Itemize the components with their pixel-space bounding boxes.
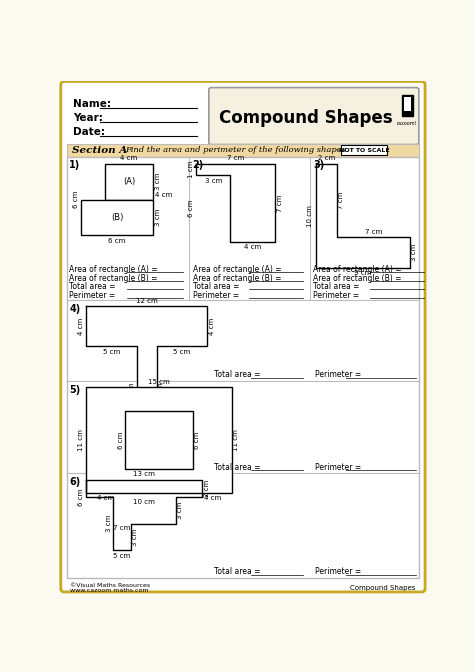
- Polygon shape: [316, 164, 410, 267]
- Text: 6 cm: 6 cm: [188, 200, 194, 217]
- Text: 3 cm: 3 cm: [411, 243, 418, 261]
- Text: 6 cm: 6 cm: [118, 431, 124, 449]
- Text: 5): 5): [69, 385, 81, 394]
- Text: 13 cm: 13 cm: [133, 471, 155, 477]
- Text: 2 cm: 2 cm: [204, 480, 210, 497]
- Text: 10 cm: 10 cm: [308, 205, 313, 226]
- Text: 5 cm: 5 cm: [173, 349, 191, 355]
- Text: 3 cm: 3 cm: [155, 209, 161, 226]
- Text: Perimeter =: Perimeter =: [69, 291, 116, 300]
- Text: Area of rectangle (B) =: Area of rectangle (B) =: [313, 274, 402, 283]
- Bar: [404, 97, 411, 112]
- Text: Total area =: Total area =: [214, 567, 261, 577]
- Text: Perimeter =: Perimeter =: [315, 567, 361, 577]
- Text: Area of rectangle (B) =: Area of rectangle (B) =: [69, 274, 158, 283]
- Text: 3 cm: 3 cm: [155, 173, 161, 190]
- Text: 11 cm: 11 cm: [233, 429, 239, 451]
- Text: 2): 2): [192, 160, 204, 170]
- Text: Name:: Name:: [73, 99, 111, 109]
- Text: 6 cm: 6 cm: [78, 489, 84, 506]
- Text: 5 cm: 5 cm: [103, 349, 120, 355]
- FancyBboxPatch shape: [61, 81, 425, 592]
- Polygon shape: [86, 306, 207, 436]
- Text: Total area =: Total area =: [313, 282, 360, 292]
- Text: 11 cm: 11 cm: [78, 429, 84, 451]
- Text: Area of rectangle (A) =: Area of rectangle (A) =: [69, 265, 158, 274]
- Text: 7 cm: 7 cm: [150, 413, 168, 419]
- Bar: [341, 145, 387, 155]
- Text: 1 cm: 1 cm: [188, 161, 194, 178]
- Bar: [67, 144, 419, 157]
- Text: 6 cm: 6 cm: [194, 431, 201, 449]
- Text: Area of rectangle (A) =: Area of rectangle (A) =: [192, 265, 281, 274]
- Text: www.cazoom maths.com: www.cazoom maths.com: [70, 588, 149, 593]
- Bar: [86, 387, 232, 493]
- Bar: [81, 200, 153, 235]
- Text: 1): 1): [69, 160, 81, 170]
- Text: 6 cm: 6 cm: [73, 191, 79, 208]
- Text: 4 cm: 4 cm: [97, 495, 114, 501]
- Text: 4 cm: 4 cm: [78, 318, 84, 335]
- Text: Total area =: Total area =: [214, 462, 261, 472]
- Text: 4 cm: 4 cm: [204, 495, 221, 501]
- Text: (B): (B): [111, 213, 123, 222]
- Text: 7 cm: 7 cm: [365, 229, 382, 235]
- Polygon shape: [196, 164, 275, 242]
- Text: 2 cm: 2 cm: [318, 155, 335, 161]
- Text: 12 cm: 12 cm: [136, 298, 158, 304]
- Text: 3 cm: 3 cm: [133, 528, 138, 546]
- Text: 15 cm: 15 cm: [148, 379, 170, 385]
- Text: razoom!: razoom!: [397, 121, 418, 126]
- Text: 6 cm: 6 cm: [108, 238, 126, 244]
- Text: Total area =: Total area =: [214, 370, 261, 379]
- Text: 7 cm: 7 cm: [113, 526, 131, 532]
- Text: Perimeter =: Perimeter =: [313, 291, 360, 300]
- Text: Area of rectangle (B) =: Area of rectangle (B) =: [192, 274, 281, 283]
- Text: NOT TO SCALE: NOT TO SCALE: [338, 148, 389, 153]
- Text: Find the area and perimeter of the following shapes.: Find the area and perimeter of the follo…: [125, 146, 349, 155]
- Text: Compound Shapes: Compound Shapes: [350, 585, 416, 591]
- Text: Total area =: Total area =: [69, 282, 116, 292]
- Text: Perimeter =: Perimeter =: [315, 370, 361, 379]
- Text: 4): 4): [69, 304, 81, 314]
- Text: Perimeter =: Perimeter =: [315, 462, 361, 472]
- Text: (A): (A): [123, 177, 135, 186]
- Bar: [105, 164, 153, 200]
- Text: 7 cm: 7 cm: [338, 192, 344, 209]
- Text: ©Visual Maths Resources: ©Visual Maths Resources: [70, 583, 150, 588]
- Text: 4 cm: 4 cm: [155, 192, 172, 198]
- Text: Total area =: Total area =: [192, 282, 239, 292]
- Bar: [67, 157, 419, 578]
- Text: 3 cm: 3 cm: [106, 515, 111, 532]
- Text: Section A: Section A: [73, 146, 128, 155]
- Text: 7 cm: 7 cm: [277, 194, 283, 212]
- Bar: [402, 95, 413, 116]
- FancyBboxPatch shape: [209, 87, 419, 144]
- Bar: [125, 411, 193, 469]
- Text: Date:: Date:: [73, 127, 105, 137]
- Text: 9 cm: 9 cm: [354, 270, 372, 276]
- Text: 10 cm: 10 cm: [133, 499, 155, 505]
- Text: 4 cm: 4 cm: [244, 244, 261, 250]
- Text: 3): 3): [313, 160, 325, 170]
- Text: Area of rectangle (A) =: Area of rectangle (A) =: [313, 265, 402, 274]
- Text: 3 cm: 3 cm: [177, 502, 183, 519]
- Text: 9 cm: 9 cm: [158, 382, 164, 400]
- Text: Year:: Year:: [73, 113, 103, 123]
- Text: 4 cm: 4 cm: [120, 155, 137, 161]
- Text: Compound Shapes: Compound Shapes: [219, 110, 392, 128]
- Text: 9 cm: 9 cm: [129, 382, 135, 400]
- Text: 4 cm: 4 cm: [209, 318, 215, 335]
- Text: 6): 6): [69, 477, 81, 487]
- Polygon shape: [86, 480, 202, 550]
- Text: 7 cm: 7 cm: [227, 155, 245, 161]
- Text: 2 cm: 2 cm: [138, 439, 155, 445]
- Text: 3 cm: 3 cm: [205, 177, 222, 183]
- Text: Perimeter =: Perimeter =: [192, 291, 239, 300]
- Text: 5 cm: 5 cm: [113, 552, 131, 558]
